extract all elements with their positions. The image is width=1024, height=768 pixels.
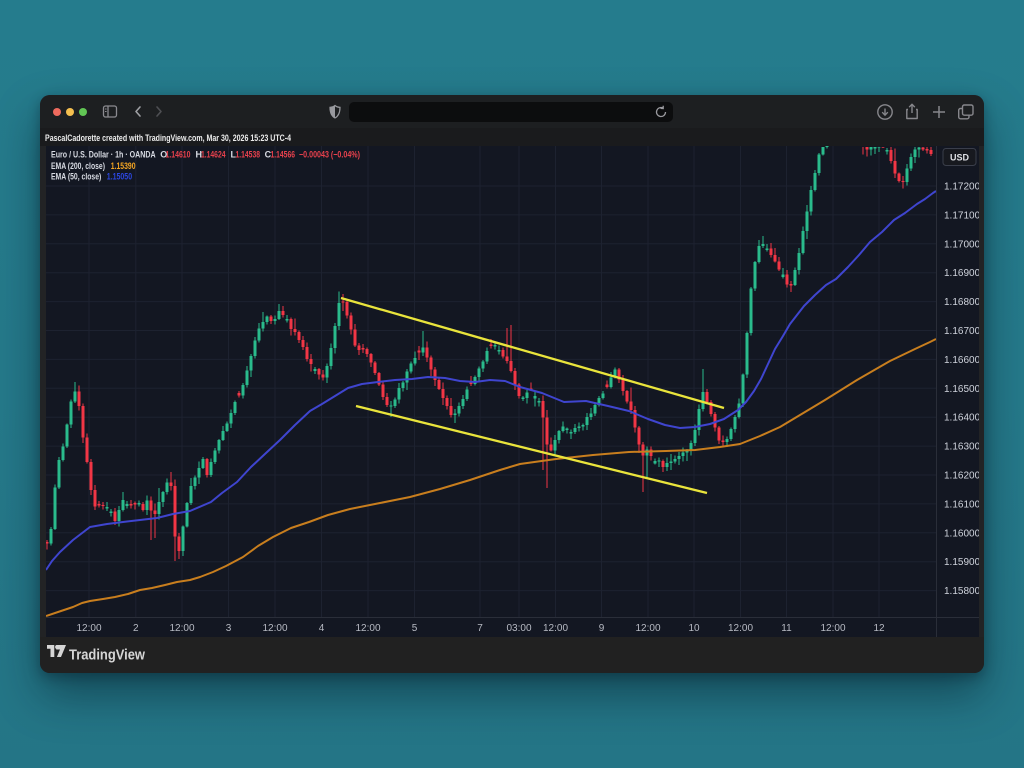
- svg-text:12:00: 12:00: [355, 623, 380, 634]
- svg-text:1.16100: 1.16100: [944, 499, 979, 510]
- svg-text:PascalCadorette created with T: PascalCadorette created with TradingView…: [45, 133, 292, 144]
- svg-text:1.16800: 1.16800: [944, 297, 979, 308]
- svg-text:12:00: 12:00: [262, 623, 287, 634]
- svg-text:1.16700: 1.16700: [944, 326, 979, 337]
- svg-text:12:00: 12:00: [728, 623, 753, 634]
- svg-text:1.17000: 1.17000: [944, 239, 979, 250]
- svg-text:1.15900: 1.15900: [944, 557, 979, 568]
- svg-text:TradingView: TradingView: [69, 647, 146, 663]
- svg-text:5: 5: [412, 623, 418, 634]
- svg-text:−0.00043 (−0.04%): −0.00043 (−0.04%): [299, 150, 360, 160]
- svg-text:7: 7: [477, 623, 483, 634]
- svg-text:1.16500: 1.16500: [944, 384, 979, 395]
- svg-text:1.14624: 1.14624: [201, 150, 226, 160]
- svg-text:O: O: [160, 150, 167, 160]
- svg-text:1.15800: 1.15800: [944, 586, 979, 597]
- svg-text:3: 3: [226, 623, 232, 634]
- svg-text:1.15050: 1.15050: [107, 172, 132, 182]
- svg-text:03:00: 03:00: [506, 623, 531, 634]
- svg-text:USD: USD: [950, 152, 970, 162]
- svg-text:4: 4: [319, 623, 325, 634]
- svg-text:1.16400: 1.16400: [944, 413, 979, 424]
- svg-text:L: L: [231, 150, 237, 160]
- svg-text:1.17100: 1.17100: [944, 210, 979, 221]
- svg-text:EMA (50, close): EMA (50, close): [51, 172, 101, 182]
- svg-text:H: H: [196, 150, 203, 160]
- svg-text:1.14610: 1.14610: [166, 150, 191, 160]
- svg-text:12:00: 12:00: [169, 623, 194, 634]
- svg-text:12: 12: [873, 623, 885, 634]
- svg-text:1.14566: 1.14566: [271, 150, 296, 160]
- svg-text:C: C: [265, 150, 272, 160]
- svg-text:11: 11: [781, 623, 792, 634]
- svg-text:1.14538: 1.14538: [236, 150, 261, 160]
- svg-text:10: 10: [688, 623, 700, 634]
- svg-text:1.16200: 1.16200: [944, 471, 979, 482]
- svg-text:12:00: 12:00: [543, 623, 568, 634]
- svg-text:12:00: 12:00: [635, 623, 660, 634]
- svg-text:1.16000: 1.16000: [944, 528, 979, 539]
- svg-text:EMA (200, close): EMA (200, close): [51, 161, 105, 171]
- svg-text:12:00: 12:00: [820, 623, 845, 634]
- svg-text:1.16300: 1.16300: [944, 442, 979, 453]
- svg-text:1.16600: 1.16600: [944, 355, 979, 366]
- svg-text:1.15390: 1.15390: [111, 161, 136, 171]
- svg-text:1.17200: 1.17200: [944, 182, 979, 193]
- svg-text:9: 9: [599, 623, 605, 634]
- svg-text:12:00: 12:00: [76, 623, 101, 634]
- svg-text:2: 2: [133, 623, 139, 634]
- svg-text:Euro / U.S. Dollar · 1h · OAND: Euro / U.S. Dollar · 1h · OANDA: [51, 150, 156, 160]
- svg-text:1.16900: 1.16900: [944, 268, 979, 279]
